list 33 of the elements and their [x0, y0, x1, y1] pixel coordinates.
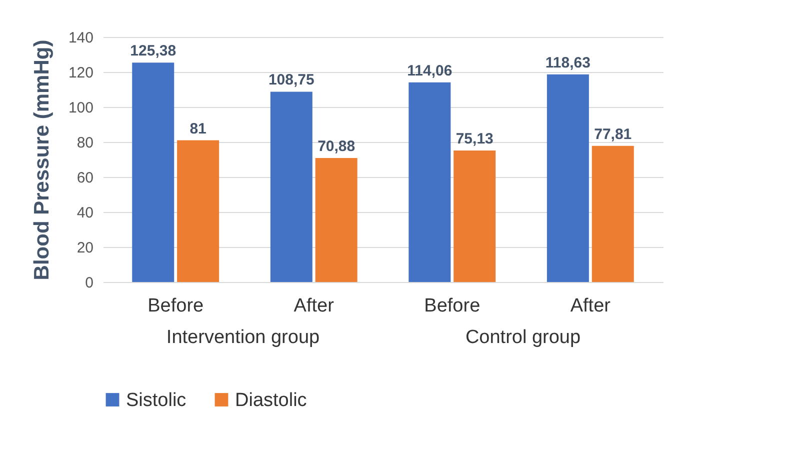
y-tick-label: 60	[76, 170, 94, 186]
bar	[177, 140, 220, 282]
bar	[132, 62, 174, 282]
bar	[270, 92, 312, 282]
data-label: 77,81	[594, 126, 632, 143]
data-label: 70,88	[318, 138, 356, 155]
y-tick-label: 80	[76, 134, 94, 152]
bar	[546, 74, 589, 282]
bar	[454, 150, 496, 282]
x-tick-label: Before	[424, 296, 480, 316]
y-tick-label: 100	[68, 100, 94, 116]
y-tick-label: 0	[85, 274, 94, 292]
text: Intervention group	[166, 327, 320, 348]
bar	[315, 158, 358, 282]
text: Control group	[465, 327, 581, 348]
bar	[592, 146, 634, 282]
y-tick-label: 120	[68, 64, 94, 82]
x-tick-label: After	[294, 296, 335, 316]
x-tick-label: After	[570, 296, 612, 316]
bar	[408, 82, 451, 282]
data-label: 118,63	[545, 54, 590, 72]
y-tick-label: 140	[68, 30, 94, 46]
data-label: 81	[190, 120, 206, 138]
y-tick-label: 20	[76, 240, 94, 256]
data-label: 108,75	[268, 72, 314, 89]
y-tick-label: 40	[76, 204, 94, 222]
legend-label: Sistolic	[126, 390, 186, 411]
data-label: 75,13	[456, 130, 494, 148]
x-tick-label: Before	[148, 296, 204, 316]
data-label: 125,38	[130, 42, 176, 60]
legend-label: Diastolic	[235, 390, 307, 411]
y-axis-title: Blood Pressure (mmHg)	[30, 40, 54, 280]
data-label: 114,06	[407, 62, 452, 80]
